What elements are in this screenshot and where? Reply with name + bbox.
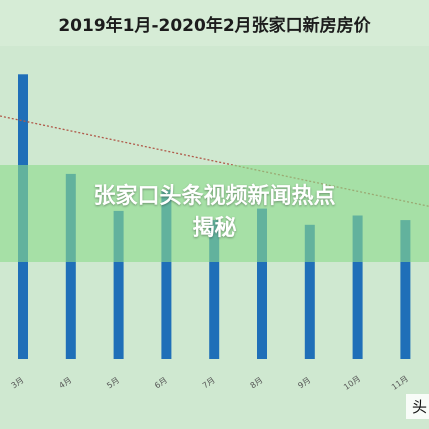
chart-title: 2019年1月-2020年2月张家口新房房价 <box>58 16 371 36</box>
bar-10月 <box>352 215 363 359</box>
x-tick-label: 7月 <box>201 376 217 391</box>
x-tick-label: 6月 <box>153 376 169 391</box>
title-band <box>0 0 429 46</box>
bar-5月 <box>113 210 124 359</box>
watermark-text: 头 <box>405 394 429 419</box>
bar-6月 <box>161 190 172 359</box>
headline-line-2: 揭秘 <box>192 216 237 241</box>
x-tick-label: 9月 <box>296 376 312 391</box>
x-tick-label: 4月 <box>57 376 73 391</box>
bar-4月 <box>65 173 76 359</box>
x-tick-label: 11月 <box>390 374 410 392</box>
x-tick-label: 3月 <box>10 376 26 391</box>
x-tick-label: 8月 <box>249 376 265 391</box>
headline-text: 张家口头条视频新闻热点 揭秘 <box>0 181 429 245</box>
headline-overlay <box>0 165 429 262</box>
bar-11月 <box>400 220 411 359</box>
headline-line-1: 张家口头条视频新闻热点 <box>93 184 336 209</box>
bar-8月 <box>257 208 267 359</box>
bar-9月 <box>304 224 315 359</box>
x-tick-label: 5月 <box>105 376 121 391</box>
bar-7月 <box>209 220 220 359</box>
x-tick-label: 10月 <box>342 374 362 392</box>
